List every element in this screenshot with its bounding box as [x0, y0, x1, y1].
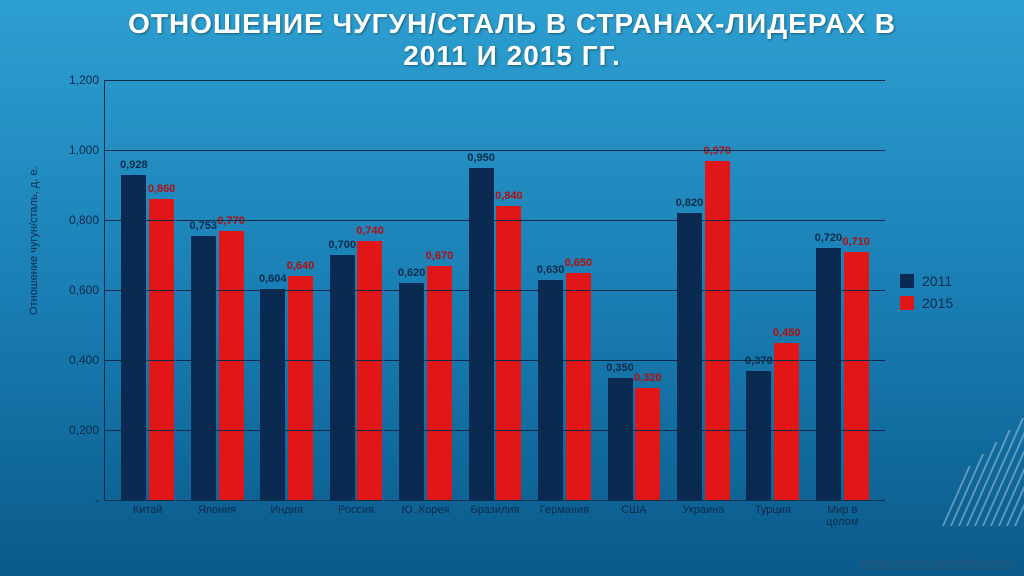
bar — [427, 266, 452, 501]
bar — [496, 206, 521, 500]
data-label: 0,650 — [565, 257, 593, 269]
y-tick-label: - — [95, 493, 99, 507]
x-tick-label: Индия — [270, 504, 303, 516]
bar — [608, 378, 633, 501]
title-line-2: 2011 И 2015 ГГ. — [403, 40, 621, 71]
bar — [635, 388, 660, 500]
bar — [191, 236, 216, 500]
bar — [677, 213, 702, 500]
legend-label-2011: 2011 — [922, 273, 952, 289]
legend-label-2015: 2015 — [922, 295, 953, 311]
x-tick-label: Китай — [133, 504, 163, 516]
data-label: 0,860 — [148, 183, 176, 195]
y-tick-label: 0,200 — [69, 423, 99, 437]
gridline — [105, 290, 885, 291]
legend-swatch-2015 — [900, 296, 914, 310]
data-label: 0,753 — [190, 220, 218, 232]
x-tick-label: Ю. Корея — [402, 504, 450, 516]
bar — [705, 161, 730, 501]
bar — [260, 289, 285, 500]
x-tick-label: Россия — [338, 504, 374, 516]
bar — [538, 280, 563, 501]
y-tick-label: 0,600 — [69, 283, 99, 297]
y-tick-label: 1,000 — [69, 143, 99, 157]
bar — [816, 248, 841, 500]
bar — [357, 241, 382, 500]
data-label: 0,670 — [426, 250, 454, 262]
data-label: 0,620 — [398, 267, 426, 279]
plot-area: 0,9280,860Китай0,7530,770Япония0,6040,64… — [104, 80, 885, 501]
bar — [399, 283, 424, 500]
x-tick-label: Турция — [755, 504, 791, 516]
data-label: 0,950 — [467, 152, 495, 164]
data-label: 0,820 — [676, 197, 704, 209]
data-label: 0,928 — [120, 159, 148, 171]
gridline — [105, 80, 885, 81]
data-label: 0,840 — [495, 190, 523, 202]
x-tick-label: Украина — [682, 504, 724, 516]
gridline — [105, 150, 885, 151]
bar — [330, 255, 355, 500]
data-label: 0,320 — [634, 372, 662, 384]
legend-swatch-2011 — [900, 274, 914, 288]
y-axis-label: Отношение чугун/сталь, д. е. — [28, 167, 40, 316]
bar — [288, 276, 313, 500]
x-tick-label: США — [621, 504, 646, 516]
source-link[interactable]: https://www.worldsteel.org — [861, 555, 1012, 570]
data-label: 0,350 — [606, 362, 634, 374]
gridline — [105, 360, 885, 361]
gridline — [105, 220, 885, 221]
y-tick-label: 0,800 — [69, 213, 99, 227]
chart-container: Отношение чугун/сталь, д. е. 0,9280,860К… — [30, 80, 1000, 550]
bar — [746, 371, 771, 501]
bar — [219, 231, 244, 501]
y-tick-label: 0,400 — [69, 353, 99, 367]
x-tick-label: Германия — [540, 504, 589, 516]
data-label: 0,640 — [287, 260, 315, 272]
legend-item-2015: 2015 — [900, 295, 953, 311]
bar — [844, 252, 869, 501]
data-label: 0,740 — [356, 225, 384, 237]
bar — [566, 273, 591, 501]
bar — [774, 343, 799, 501]
data-label: 0,630 — [537, 264, 565, 276]
chart-title: ОТНОШЕНИЕ ЧУГУН/СТАЛЬ В СТРАНАХ-ЛИДЕРАХ … — [0, 8, 1024, 72]
data-label: 0,604 — [259, 273, 287, 285]
title-line-1: ОТНОШЕНИЕ ЧУГУН/СТАЛЬ В СТРАНАХ-ЛИДЕРАХ … — [128, 8, 896, 39]
data-label: 0,710 — [842, 236, 870, 248]
legend: 2011 2015 — [900, 267, 953, 317]
gridline — [105, 430, 885, 431]
data-label: 0,450 — [773, 327, 801, 339]
x-tick-label: Бразилия — [470, 504, 519, 516]
x-tick-label: Япония — [198, 504, 236, 516]
bar — [121, 175, 146, 500]
bar — [469, 168, 494, 501]
data-label: 0,700 — [328, 239, 356, 251]
legend-item-2011: 2011 — [900, 273, 953, 289]
bar — [149, 199, 174, 500]
y-tick-label: 1,200 — [69, 73, 99, 87]
x-tick-label: Мир в целом — [826, 504, 858, 528]
data-label: 0,720 — [815, 232, 843, 244]
